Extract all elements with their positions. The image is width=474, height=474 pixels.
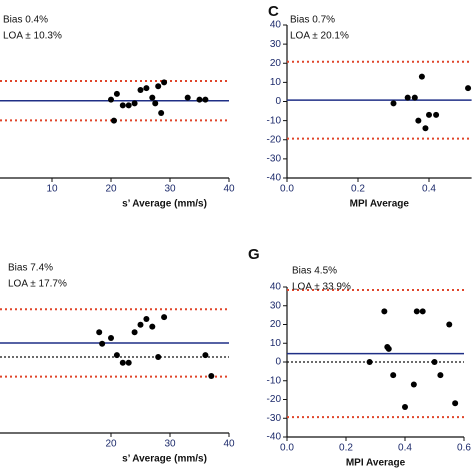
y-tick-label: 10: [270, 77, 282, 88]
point: [108, 96, 114, 103]
point: [158, 109, 165, 116]
y-tick-label: 0: [275, 357, 281, 368]
point: [385, 345, 392, 352]
x-tick-label: 40: [223, 184, 235, 195]
point: [131, 100, 138, 107]
y-tick-label: 0: [275, 96, 281, 107]
x-tick-label: 0.2: [339, 443, 353, 454]
point: [411, 94, 418, 101]
panel-letter: G: [248, 246, 260, 263]
y-tick-label: -40: [267, 432, 282, 443]
x-axis-label: s’ Average (mm/s): [122, 199, 207, 210]
point: [381, 308, 388, 315]
point: [143, 85, 150, 92]
bias-label: Bias 7.4%: [8, 263, 53, 274]
point: [422, 125, 429, 132]
x-tick-label: 0.0: [280, 443, 294, 454]
y-tick-label: -20: [267, 394, 282, 405]
bias-label: Bias 0.4%: [3, 15, 48, 26]
point: [431, 359, 438, 365]
x-tick-label: 40: [223, 439, 235, 450]
bias-label: Bias 0.7%: [290, 15, 335, 26]
point: [452, 400, 459, 407]
point: [125, 359, 132, 366]
point: [131, 329, 138, 336]
point: [404, 94, 411, 101]
x-tick-label: 20: [105, 184, 117, 195]
y-tick-label: 40: [270, 20, 282, 31]
loa-label: LOA ± 33.9%: [292, 282, 351, 293]
point: [446, 321, 453, 328]
point: [410, 381, 417, 388]
panel-letter: C: [268, 3, 279, 20]
point: [366, 359, 373, 365]
point: [119, 359, 126, 366]
point: [137, 321, 144, 328]
point: [402, 404, 408, 410]
x-tick-label: 30: [164, 184, 176, 195]
point: [155, 354, 162, 360]
x-tick-label: 10: [46, 184, 58, 195]
point: [99, 340, 106, 347]
point: [152, 100, 159, 107]
point: [184, 94, 191, 101]
point: [143, 316, 150, 322]
point: [155, 83, 162, 90]
y-tick-label: 30: [270, 39, 282, 50]
point: [113, 90, 120, 97]
x-tick-label: 0.4: [422, 184, 436, 195]
point: [125, 102, 132, 109]
point: [202, 352, 209, 359]
y-tick-label: -40: [267, 173, 282, 184]
y-tick-label: -30: [267, 154, 282, 165]
point: [415, 117, 422, 124]
x-tick-label: 0.6: [457, 443, 471, 454]
point: [149, 94, 156, 101]
y-tick-label: -20: [267, 134, 282, 145]
point: [96, 329, 103, 336]
loa-label: LOA ± 17.7%: [8, 279, 67, 290]
point: [419, 308, 426, 315]
bias-label: Bias 4.5%: [292, 266, 337, 277]
x-tick-label: 30: [164, 439, 176, 450]
x-tick-label: 0.2: [351, 184, 365, 195]
x-tick-label: 0.4: [398, 443, 412, 454]
point: [418, 73, 425, 80]
y-tick-label: -10: [267, 375, 282, 386]
point: [208, 373, 215, 379]
point: [113, 352, 120, 359]
point: [119, 102, 126, 109]
y-tick-label: -10: [267, 115, 282, 126]
y-tick-label: 10: [270, 338, 282, 349]
point: [161, 314, 168, 321]
point: [196, 96, 203, 103]
point: [426, 111, 432, 118]
point: [110, 117, 117, 124]
y-tick-label: 20: [270, 319, 282, 330]
y-tick-label: 40: [270, 282, 282, 293]
point: [390, 100, 397, 107]
loa-label: LOA ± 20.1%: [290, 31, 349, 42]
point: [433, 111, 440, 118]
point: [413, 308, 420, 315]
point: [437, 372, 444, 379]
point: [161, 79, 168, 86]
point: [465, 85, 472, 92]
point: [149, 323, 156, 330]
y-tick-label: -30: [267, 413, 282, 424]
x-tick-label: 20: [105, 439, 117, 450]
point: [390, 372, 397, 379]
x-tick-label: 0.0: [280, 184, 294, 195]
point: [202, 96, 209, 103]
loa-label: LOA ± 10.3%: [3, 31, 62, 42]
point: [108, 335, 114, 341]
point: [137, 87, 144, 94]
y-tick-label: 30: [270, 300, 282, 311]
x-axis-label: MPI Average: [346, 458, 406, 469]
y-tick-label: 20: [270, 58, 282, 69]
x-axis-label: MPI Average: [350, 199, 410, 210]
x-axis-label: s’ Average (mm/s): [122, 454, 207, 465]
